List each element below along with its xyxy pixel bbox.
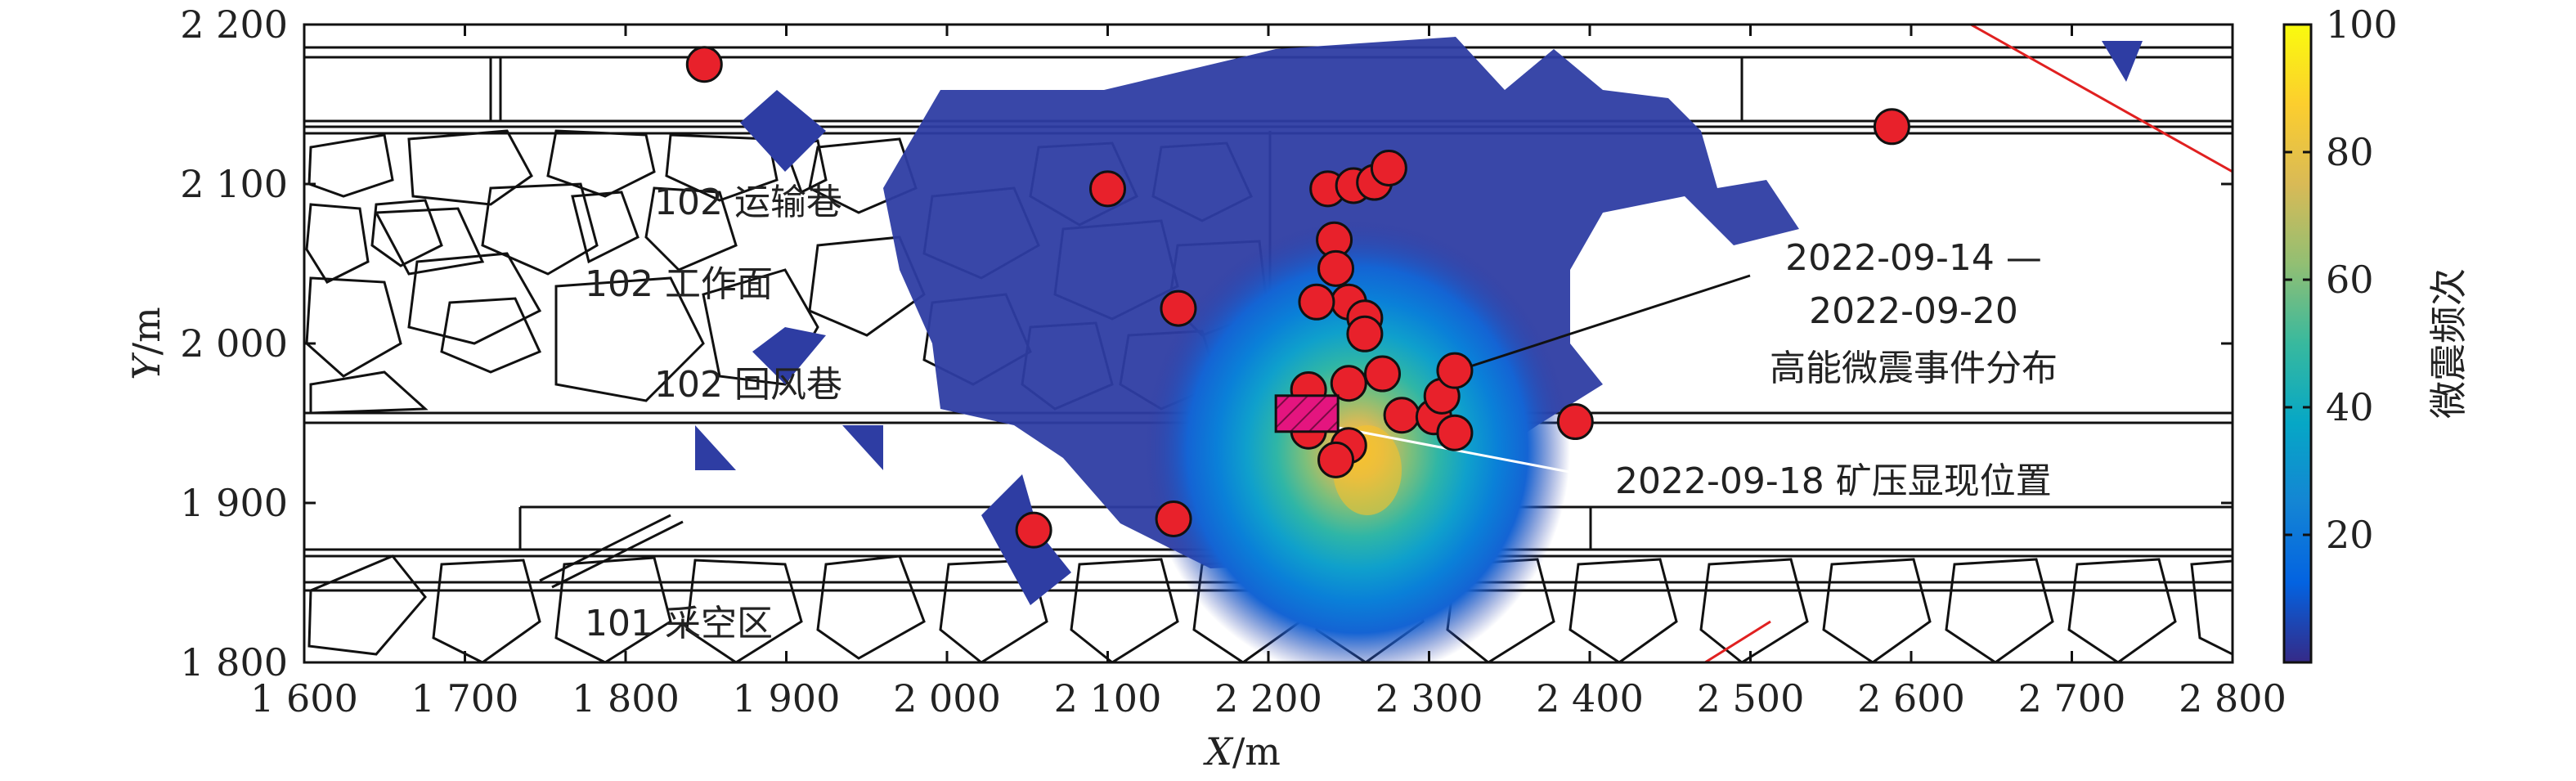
event-marker (1383, 397, 1420, 434)
label-working-face: 102 工作面 (585, 263, 773, 305)
event-leader-line (1447, 274, 1751, 375)
colorbar-tick-label: 100 (2326, 2, 2398, 47)
event-range-end: 2022-09-20 (1809, 290, 2018, 332)
density-patch (2102, 41, 2143, 82)
density-patch (842, 425, 883, 470)
density-patch (740, 90, 826, 172)
label-transport-roadway: 102 运输巷 (654, 182, 842, 223)
colorbar-tick-label: 80 (2326, 130, 2374, 174)
event-marker (1330, 365, 1367, 402)
x-tick-label: 2 600 (1857, 676, 1965, 720)
colorbar-ticks: 20 40 60 80 100 (2284, 2, 2398, 557)
y-tick-label: 2 100 (180, 162, 288, 206)
event-marker (1015, 511, 1052, 549)
x-tick-label: 2 300 (1376, 676, 1483, 720)
x-tick-label: 1 900 (733, 676, 841, 720)
x-tick-label: 2 400 (1536, 676, 1644, 720)
x-tick-label: 1 800 (572, 676, 680, 720)
event-marker (1873, 108, 1910, 146)
event-marker (1436, 414, 1474, 451)
pressure-caption: 2022-09-18 矿压显现位置 (1615, 460, 2052, 502)
event-marker (1155, 500, 1192, 537)
event-marker (1317, 441, 1355, 478)
x-axis-label: X/m (1203, 729, 1281, 774)
pressure-site-group (1274, 394, 1340, 433)
y-tick-label: 1 800 (180, 640, 288, 684)
x-tick-label: 2 100 (1054, 676, 1162, 720)
density-patch (695, 425, 736, 470)
y-tick-label: 2 200 (180, 2, 288, 47)
y-tick-label: 1 900 (180, 481, 288, 525)
x-tick-label: 2 800 (2179, 676, 2287, 720)
colorbar-tick-label: 60 (2326, 258, 2374, 302)
event-marker (1364, 355, 1402, 393)
event-markers (685, 46, 1910, 549)
label-return-roadway: 102 回风巷 (654, 364, 842, 406)
x-tick-label: 2 000 (893, 676, 1001, 720)
x-axis-ticks: 1 600 1 700 1 800 1 900 2 000 2 100 2 200 2 300… (250, 25, 2287, 720)
event-marker (1089, 170, 1126, 208)
x-tick-label: 1 600 (250, 676, 358, 720)
event-marker (1160, 290, 1197, 327)
colorbar-tick-label: 40 (2326, 385, 2374, 429)
y-axis-label: Y/m (124, 307, 168, 380)
event-marker (1317, 249, 1355, 287)
x-tick-label: 2 200 (1214, 676, 1322, 720)
y-tick-label: 2 000 (180, 321, 288, 366)
event-marker (1346, 315, 1384, 352)
x-tick-label: 1 700 (411, 676, 519, 720)
colorbar (2282, 23, 2313, 664)
event-range-caption: 高能微震事件分布 (1770, 348, 2058, 389)
x-tick-label: 2 500 (1697, 676, 1805, 720)
event-marker (1298, 283, 1335, 321)
event-range-start: 2022-09-14 — (1785, 237, 2042, 279)
event-marker (1370, 150, 1407, 186)
colorbar-label: 微震频次 (2426, 268, 2471, 419)
event-marker (1556, 403, 1594, 441)
x-tick-label: 2 700 (2018, 676, 2126, 720)
colorbar-tick-label: 20 (2326, 513, 2374, 557)
y-axis-ticks: 1 800 1 900 2 000 2 100 2 200 (180, 2, 2233, 684)
event-marker (1436, 352, 1474, 389)
density-patch (752, 327, 826, 384)
label-goaf: 101 采空区 (585, 603, 773, 644)
pressure-site-marker (1274, 394, 1340, 433)
event-marker (685, 46, 723, 83)
